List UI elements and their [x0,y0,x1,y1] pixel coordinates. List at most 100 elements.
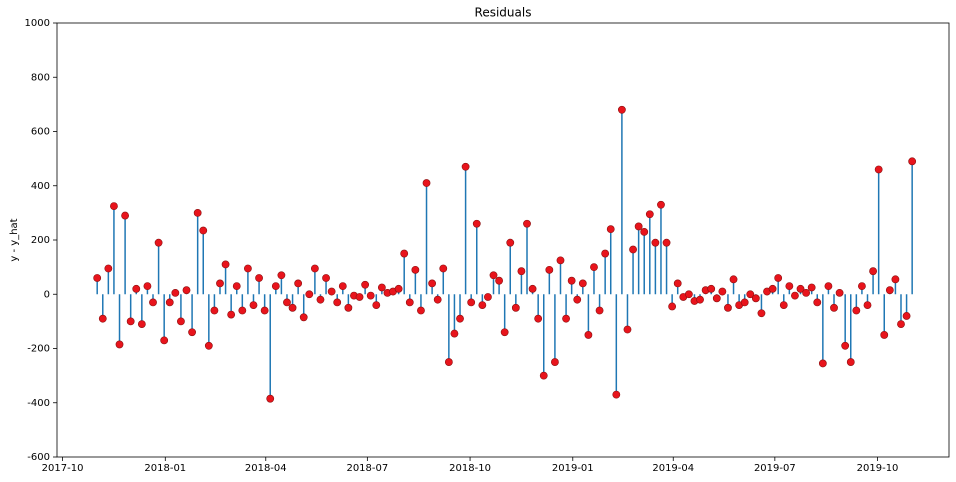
stem-marker [517,267,526,276]
stem-marker [411,265,420,274]
stem-marker [182,286,191,295]
stem-marker [813,298,822,307]
stem-marker [93,274,102,282]
stem-marker [696,295,704,304]
stem-marker [818,359,827,368]
stem-marker [310,264,319,273]
stem-marker [852,306,861,315]
stem-marker [707,284,716,293]
stem-marker [584,331,593,339]
stem-marker [824,282,833,291]
stem-marker [472,219,481,228]
stem-marker [255,274,263,282]
stem-marker [662,238,671,247]
chart-title: Residuals [475,6,532,20]
stem-marker [461,162,470,171]
stem-marker [779,301,788,309]
x-tick-label: 2018-07 [346,463,388,474]
stem-marker [232,282,241,291]
x-tick-label: 2019-04 [652,463,694,474]
y-tick-label: 0 [44,289,50,300]
stem-marker [439,264,448,273]
y-tick-label: 600 [31,127,50,138]
stem-marker [171,288,180,297]
stem-marker [199,226,208,235]
y-tick-label: -600 [27,452,50,463]
stem-marker [484,293,492,301]
stem-marker [684,290,693,299]
stem-marker [177,317,185,326]
stem-marker [746,290,755,299]
stem-marker [188,328,196,337]
stem-marker [104,264,113,273]
stem-marker [528,284,537,293]
stem-marker [902,312,911,320]
stem-marker [863,301,872,309]
stem-marker [578,279,587,288]
stem-marker [495,276,503,285]
x-tick-label: 2017-10 [42,463,84,474]
stem-marker [802,288,811,297]
stem-marker [456,314,464,323]
stem-marker [450,329,459,338]
stem-marker [874,165,883,174]
stem-marker [595,306,604,315]
plot-frame [56,22,950,458]
stem-marker [830,303,838,312]
stem-marker [204,341,213,350]
stem-marker [880,331,889,339]
stem-marker [590,263,598,272]
stem-marker [500,328,509,337]
stem-marker [774,274,783,282]
stem-marker [562,314,570,323]
stem-marker [417,306,425,315]
stem-marker [551,358,559,366]
stem-marker [729,275,738,284]
y-tick-label: -400 [27,398,50,409]
stem-marker [785,282,794,291]
stem-marker [506,238,515,247]
x-tick-label: 2018-10 [449,463,491,474]
stem-marker [137,320,146,328]
stem-marker [791,291,799,300]
stem-marker [835,288,844,297]
stem-marker [724,303,732,312]
y-tick-label: 400 [31,181,50,192]
stem-marker [238,306,247,315]
stem-marker [673,279,682,288]
stem-marker [283,298,291,307]
stem-marker [305,290,314,299]
y-tick-label: 1000 [25,18,50,29]
stem-marker [165,298,174,307]
stem-marker [601,249,610,258]
stem-marker [316,295,325,304]
stem-marker [634,222,643,231]
stem-marker [361,280,370,289]
stem-marker [539,371,548,380]
stem-marker [333,298,342,307]
stem-marker [355,293,364,301]
stem-marker [394,284,403,293]
stem-marker [908,157,917,166]
stem-marker [193,208,202,217]
stem-marker [606,225,615,234]
stem-marker [651,238,660,247]
stem-marker [160,336,169,345]
stem-marker [288,303,297,312]
stem-marker [344,303,353,312]
y-tick-label: 200 [31,235,50,246]
stem-marker [623,325,632,334]
stem-marker [244,264,252,273]
stem-marker [260,306,269,315]
x-tick-label: 2018-01 [144,463,186,474]
stem-marker [132,284,141,293]
stem-marker [299,313,308,322]
stem-marker [143,282,152,291]
stem-marker [366,291,375,300]
x-tick-label: 2018-04 [245,463,287,474]
stem-marker [891,275,900,284]
x-tick-label: 2019-01 [552,463,594,474]
stem-marker [718,287,727,296]
stem-marker [617,105,626,114]
